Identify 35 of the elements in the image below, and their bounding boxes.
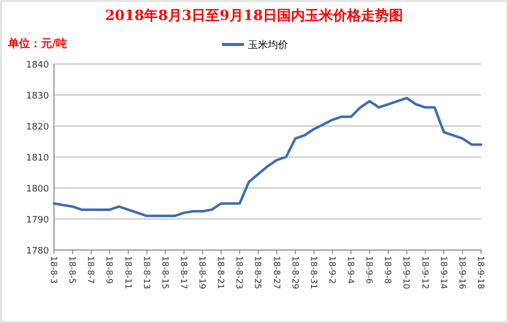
y-tick-label: 1790 bbox=[26, 216, 50, 226]
x-tick-label: 18-8-19 bbox=[196, 256, 207, 290]
x-tick-label: 18-8-11 bbox=[122, 256, 132, 290]
x-tick-label: 18-8-23 bbox=[234, 256, 244, 290]
x-tick-label: 18-9-12 bbox=[419, 256, 430, 290]
x-tick-label: 18-9-14 bbox=[438, 256, 448, 290]
x-tick-label: 18-9-16 bbox=[456, 256, 466, 290]
y-tick-label: 1780 bbox=[26, 246, 50, 256]
x-tick-label: 18-8-25 bbox=[252, 256, 262, 290]
x-tick-label: 18-8-13 bbox=[140, 256, 151, 290]
x-tick-label: 18-9-10 bbox=[400, 256, 411, 290]
legend-label: 玉米均价 bbox=[248, 39, 288, 51]
x-tick-label: 18-9-18 bbox=[475, 256, 485, 290]
line-series bbox=[52, 96, 482, 218]
x-tick-label: 18-8-9 bbox=[104, 256, 114, 284]
x-tick-label: 18-9-4 bbox=[345, 256, 356, 284]
y-tick-label: 1820 bbox=[26, 122, 50, 132]
chart-title: 2018年8月3日至9月18日国内玉米价格走势图 bbox=[105, 8, 403, 24]
x-tick-label: 18-8-21 bbox=[215, 256, 226, 290]
y-tick-label: 1830 bbox=[26, 92, 50, 102]
x-tick-label: 18-9-2 bbox=[326, 256, 336, 284]
y-axis-title: 单位：元/吨 bbox=[7, 37, 68, 50]
x-tick-label: 18-8-27 bbox=[270, 256, 281, 290]
x-tick-label: 18-8-15 bbox=[159, 256, 170, 290]
x-tick-label: 18-8-17 bbox=[178, 256, 188, 290]
x-tick-label: 18-8-29 bbox=[289, 256, 300, 290]
y-tick-label: 1800 bbox=[26, 184, 50, 194]
x-tick-label: 18-8-31 bbox=[308, 256, 318, 290]
x-tick-label: 18-8-5 bbox=[66, 256, 77, 284]
x-tick-label: 18-8-3 bbox=[48, 256, 58, 284]
y-tick-label: 1840 bbox=[26, 60, 50, 70]
x-tick-label: 18-9-8 bbox=[382, 256, 392, 284]
x-tick-label: 18-8-7 bbox=[85, 256, 96, 284]
x-tick-label: 18-9-6 bbox=[364, 256, 374, 284]
y-tick-label: 1810 bbox=[26, 154, 50, 164]
